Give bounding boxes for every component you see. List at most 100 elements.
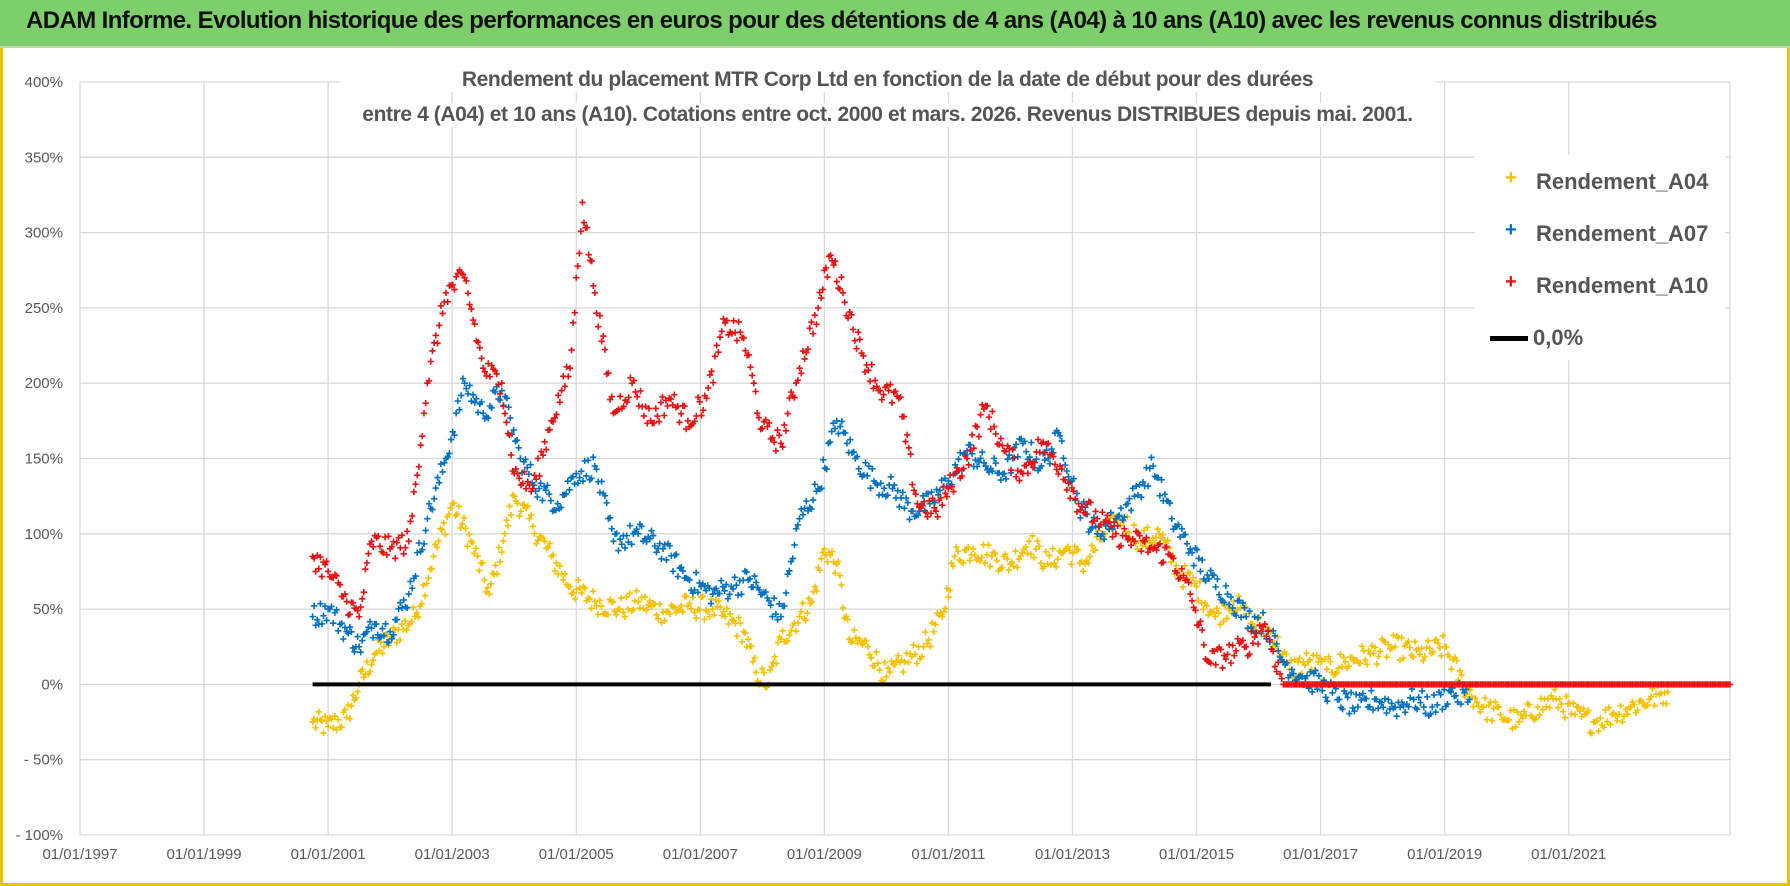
point-rendement-a04 xyxy=(1318,658,1325,665)
point-rendement-a10 xyxy=(429,347,436,355)
point-rendement-a04 xyxy=(613,611,620,619)
axis-ticks: 400% 350% 300% 250% 200% 150% 100% 50% 0% - 50% - … xyxy=(15,74,1606,863)
point-rendement-a07 xyxy=(513,437,521,444)
point-rendement-a04 xyxy=(321,713,329,720)
point-rendement-a10 xyxy=(733,337,741,344)
point-rendement-a04 xyxy=(966,557,974,564)
point-rendement-a04 xyxy=(797,608,805,615)
point-rendement-a07 xyxy=(1415,694,1422,701)
point-rendement-a07 xyxy=(776,600,783,608)
point-rendement-a07 xyxy=(723,581,730,588)
point-rendement-a07 xyxy=(1290,670,1297,677)
point-rendement-a07 xyxy=(928,488,935,496)
point-rendement-a10 xyxy=(854,328,862,336)
point-rendement-a07 xyxy=(1060,454,1067,462)
point-rendement-a10 xyxy=(393,539,401,546)
point-rendement-a04 xyxy=(874,660,882,667)
point-rendement-a04 xyxy=(940,608,947,616)
point-rendement-a10 xyxy=(1072,495,1079,503)
point-rendement-a07 xyxy=(625,538,632,546)
point-rendement-a10 xyxy=(558,387,565,394)
point-rendement-a07 xyxy=(522,456,529,463)
point-rendement-a07 xyxy=(363,628,371,635)
point-rendement-a07 xyxy=(1315,672,1323,680)
point-rendement-a10 xyxy=(355,613,363,620)
point-rendement-a04 xyxy=(1156,530,1163,537)
point-rendement-a07 xyxy=(346,624,354,631)
point-rendement-a10 xyxy=(392,555,399,562)
point-rendement-a04 xyxy=(786,631,793,639)
point-rendement-a10 xyxy=(405,538,412,545)
point-rendement-a07 xyxy=(314,616,321,623)
legend-label-a10: Rendement_A10 xyxy=(1536,273,1709,298)
point-rendement-a07 xyxy=(734,591,742,599)
point-rendement-a07 xyxy=(621,544,629,552)
point-rendement-a10 xyxy=(1114,522,1121,530)
point-rendement-a04 xyxy=(1612,712,1619,719)
point-rendement-a10 xyxy=(568,346,575,354)
point-rendement-a07 xyxy=(1161,491,1169,498)
point-rendement-a07 xyxy=(434,474,441,481)
point-rendement-a04 xyxy=(465,531,473,538)
point-rendement-a10 xyxy=(904,431,911,439)
point-rendement-a10 xyxy=(390,538,397,545)
point-rendement-a10 xyxy=(1107,523,1115,530)
point-rendement-a04 xyxy=(1078,558,1085,565)
point-rendement-a07 xyxy=(1129,485,1137,492)
point-rendement-a04 xyxy=(462,525,469,532)
point-rendement-a10 xyxy=(905,444,913,452)
point-rendement-a07 xyxy=(880,485,888,492)
point-rendement-a07 xyxy=(1017,435,1025,442)
point-rendement-a04 xyxy=(1505,716,1513,723)
point-rendement-a04 xyxy=(1556,695,1563,703)
point-rendement-a10 xyxy=(1224,651,1231,658)
point-rendement-a10 xyxy=(861,368,869,376)
point-rendement-a07 xyxy=(626,522,634,529)
x-tick-label: 01/01/2009 xyxy=(787,846,862,863)
point-rendement-a07 xyxy=(547,497,555,504)
point-rendement-a10 xyxy=(1112,530,1120,537)
point-rendement-a04 xyxy=(1620,713,1628,720)
point-rendement-a07 xyxy=(696,579,703,587)
point-rendement-a10 xyxy=(708,368,715,375)
point-rendement-a07 xyxy=(544,482,551,489)
point-rendement-a10 xyxy=(1109,533,1116,541)
point-rendement-a10 xyxy=(1263,632,1270,640)
point-rendement-a07 xyxy=(707,600,715,607)
point-rendement-a10 xyxy=(1278,675,1285,682)
point-rendement-a10 xyxy=(383,551,390,559)
point-rendement-a10 xyxy=(929,495,936,502)
point-rendement-a10 xyxy=(1051,461,1059,468)
point-rendement-a04 xyxy=(529,523,537,530)
point-rendement-a10 xyxy=(380,549,387,557)
point-rendement-a07 xyxy=(1158,476,1165,483)
point-rendement-a04 xyxy=(821,545,828,553)
legend-label-a04: Rendement_A04 xyxy=(1536,169,1709,194)
point-rendement-a07 xyxy=(1251,613,1258,620)
point-rendement-a04 xyxy=(343,714,350,721)
point-rendement-a07 xyxy=(473,395,480,402)
point-rendement-a04 xyxy=(1357,659,1364,667)
point-rendement-a07 xyxy=(679,567,687,575)
point-rendement-a07 xyxy=(1434,701,1441,709)
point-rendement-a07 xyxy=(429,506,436,513)
point-rendement-a04 xyxy=(495,544,502,551)
point-rendement-a04 xyxy=(609,599,617,606)
point-rendement-a07 xyxy=(618,541,625,548)
point-rendement-a10 xyxy=(990,423,998,430)
point-rendement-a10 xyxy=(1242,643,1250,650)
point-rendement-a04 xyxy=(804,609,811,617)
point-rendement-a04 xyxy=(951,553,958,560)
point-rendement-a10 xyxy=(677,410,685,417)
point-rendement-a10 xyxy=(779,443,786,451)
point-rendement-a10 xyxy=(608,393,615,400)
point-rendement-a07 xyxy=(1324,697,1331,705)
point-rendement-a10 xyxy=(671,391,678,398)
point-rendement-a04 xyxy=(1363,661,1371,668)
y-tick-label: 250% xyxy=(25,300,63,317)
point-rendement-a10 xyxy=(1726,681,1734,688)
point-rendement-a04 xyxy=(1433,636,1440,643)
point-rendement-a10 xyxy=(937,494,944,501)
point-rendement-a10 xyxy=(556,399,564,406)
point-rendement-a04 xyxy=(866,651,873,658)
